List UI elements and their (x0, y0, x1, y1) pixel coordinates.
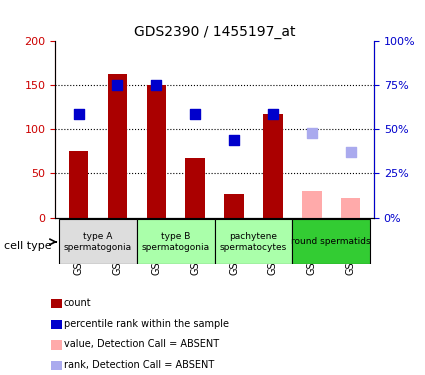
FancyBboxPatch shape (137, 219, 215, 264)
Bar (185, 158, 205, 218)
Text: value, Detection Call = ABSENT: value, Detection Call = ABSENT (64, 339, 219, 349)
Point (269, 111, 276, 117)
FancyBboxPatch shape (215, 219, 292, 264)
Bar (302, 191, 322, 217)
Text: type A
spermatogonia: type A spermatogonia (64, 232, 132, 252)
Point (192, 111, 198, 117)
Text: cell type: cell type (4, 241, 52, 250)
Title: GDS2390 / 1455197_at: GDS2390 / 1455197_at (134, 25, 295, 39)
FancyBboxPatch shape (59, 219, 137, 264)
Text: rank, Detection Call = ABSENT: rank, Detection Call = ABSENT (64, 360, 214, 370)
Bar (108, 74, 127, 217)
Bar (224, 194, 244, 217)
Text: count: count (64, 298, 91, 308)
Text: round spermatids: round spermatids (292, 237, 371, 246)
FancyBboxPatch shape (292, 219, 370, 264)
Text: type B
spermatogonia: type B spermatogonia (142, 232, 210, 252)
Point (75, 111, 82, 117)
Bar (147, 86, 166, 218)
Bar (263, 114, 283, 218)
Text: pachytene
spermatocytes: pachytene spermatocytes (220, 232, 287, 252)
Point (153, 82, 160, 88)
Text: percentile rank within the sample: percentile rank within the sample (64, 319, 229, 328)
Point (114, 82, 121, 88)
Bar (341, 198, 360, 217)
Bar (69, 150, 88, 217)
Point (347, 149, 354, 155)
Point (231, 137, 238, 143)
Point (309, 130, 315, 136)
